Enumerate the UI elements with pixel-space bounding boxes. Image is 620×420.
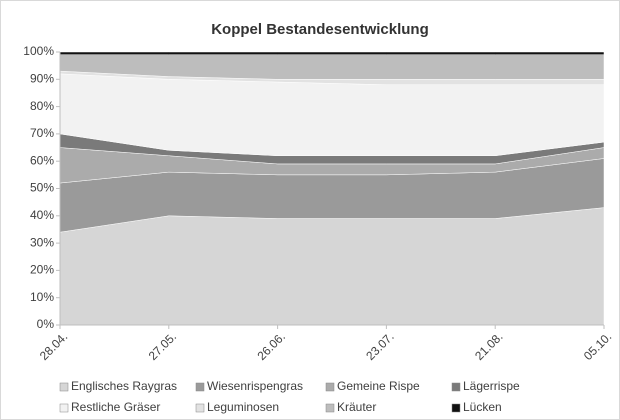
area bbox=[59, 73, 605, 156]
chart-title: Koppel Bestandesentwicklung bbox=[211, 21, 429, 38]
legend-label: Lägerrispe bbox=[463, 379, 520, 393]
legend-swatch bbox=[325, 403, 335, 413]
y-tick-label: 0% bbox=[37, 317, 55, 331]
legend-label: Kräuter bbox=[337, 400, 376, 414]
y-tick-label: 20% bbox=[30, 263, 54, 277]
legend-swatch bbox=[195, 382, 205, 392]
y-tick-label: 10% bbox=[30, 290, 54, 304]
y-tick-label: 100% bbox=[23, 44, 54, 58]
legend-label: Gemeine Rispe bbox=[337, 379, 420, 393]
legend-swatch bbox=[451, 403, 461, 413]
y-tick-label: 60% bbox=[30, 153, 54, 167]
legend-swatch bbox=[59, 382, 69, 392]
area bbox=[59, 207, 605, 326]
legend-swatch bbox=[325, 382, 335, 392]
y-tick-label: 50% bbox=[30, 181, 54, 195]
area bbox=[59, 51, 605, 55]
legend-label: Englisches Raygras bbox=[71, 379, 177, 393]
y-tick-label: 40% bbox=[30, 208, 54, 222]
legend-swatch bbox=[195, 403, 205, 413]
y-tick-label: 30% bbox=[30, 235, 54, 249]
legend-label: Wiesenrispengras bbox=[207, 379, 303, 393]
y-tick-label: 80% bbox=[30, 99, 54, 113]
y-tick-label: 90% bbox=[30, 71, 54, 85]
legend-label: Leguminosen bbox=[207, 400, 279, 414]
legend-swatch bbox=[451, 382, 461, 392]
legend-label: Restliche Gräser bbox=[71, 400, 160, 414]
legend-swatch bbox=[59, 403, 69, 413]
legend-label: Lücken bbox=[463, 400, 502, 414]
y-tick-label: 70% bbox=[30, 126, 54, 140]
